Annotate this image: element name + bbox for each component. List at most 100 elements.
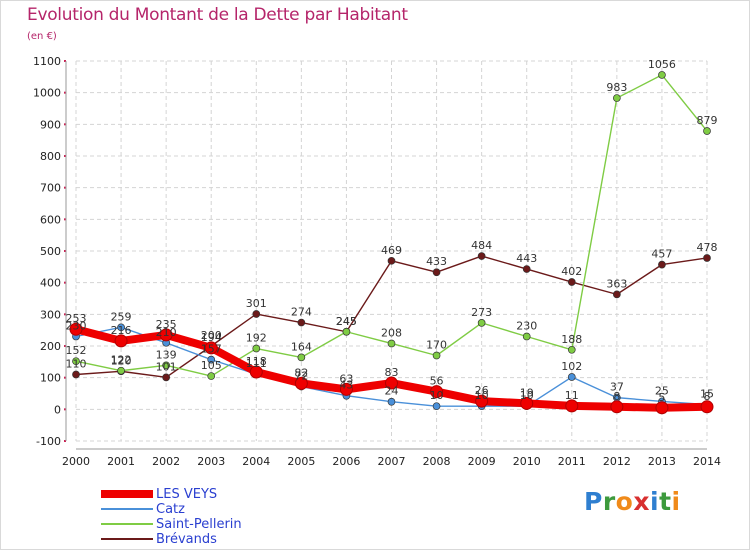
data-label: 164 (291, 340, 312, 353)
data-label: 120 (111, 354, 132, 367)
x-tick-label: 2006 (332, 455, 360, 468)
data-point (159, 328, 173, 342)
data-label: 170 (426, 339, 447, 352)
data-label: 478 (697, 241, 718, 254)
data-label: 157 (201, 343, 222, 356)
data-label: 188 (561, 333, 582, 346)
data-point (703, 254, 711, 262)
data-point (430, 385, 444, 399)
data-point (520, 396, 534, 410)
data-label: 216 (111, 324, 132, 337)
data-label: 301 (246, 297, 267, 310)
x-tick-label: 2007 (378, 455, 406, 468)
line-chart: -100 0 100 200 300 400 500 600 700 800 900 1000 1100… (33, 55, 721, 468)
data-point (522, 265, 531, 273)
data-point (475, 394, 489, 408)
data-point (387, 256, 396, 265)
data-point (117, 366, 125, 375)
y-tick-label: 200 (40, 340, 61, 353)
data-point (69, 322, 83, 336)
x-tick-label: 2012 (603, 455, 631, 468)
x-tick-label: 2000 (62, 455, 90, 468)
y-tick-label: 1100 (33, 55, 61, 68)
data-label: 253 (66, 312, 87, 325)
data-label: 484 (471, 239, 492, 252)
data-label: 101 (156, 360, 177, 373)
data-label: 10 (475, 389, 489, 402)
data-point (703, 127, 711, 135)
y-tick-label: 300 (40, 308, 61, 321)
data-label: 19 (520, 386, 534, 399)
legend-swatch (101, 538, 153, 540)
data-label: 230 (66, 320, 87, 333)
data-point (294, 376, 308, 390)
data-point (567, 345, 576, 354)
x-tick-label: 2002 (152, 455, 180, 468)
data-label: 37 (610, 381, 624, 394)
legend-label: Brévands (156, 532, 217, 547)
data-label: 879 (697, 114, 718, 127)
data-point (567, 373, 576, 381)
x-tick-label: 2013 (648, 455, 676, 468)
data-label: 15 (700, 388, 714, 401)
series-saint-pellerin (72, 71, 711, 380)
data-point (342, 327, 351, 336)
data-label: 111 (246, 357, 267, 370)
data-label: 363 (606, 277, 627, 290)
x-tick-label: 2014 (693, 455, 721, 468)
chart-title: Evolution du Montant de la Dette par Hab… (27, 5, 408, 25)
data-label: 83 (385, 366, 399, 379)
y-tick-label: 700 (40, 182, 61, 195)
data-label: 1056 (648, 58, 676, 71)
logo-letter: i (671, 487, 681, 516)
data-label: 82 (294, 366, 308, 379)
data-point (477, 252, 486, 260)
data-point (613, 290, 621, 299)
data-label: 208 (381, 326, 402, 339)
data-label: 192 (246, 332, 267, 345)
data-label: 10 (520, 389, 534, 402)
data-label: 110 (66, 358, 87, 371)
y-tick-label: -100 (36, 435, 61, 448)
data-point (387, 397, 396, 406)
data-label: 43 (339, 379, 353, 392)
series-les-veys (69, 322, 714, 415)
logo-letter: t (659, 487, 672, 516)
data-label: 433 (426, 255, 447, 268)
data-label: 8 (704, 390, 711, 403)
data-point (72, 357, 80, 366)
data-label: 105 (201, 359, 222, 372)
y-tick-label: 800 (40, 150, 61, 163)
y-tick-label: 400 (40, 277, 61, 290)
data-point (432, 402, 441, 411)
data-label: 10 (430, 389, 444, 402)
data-point (432, 351, 441, 360)
data-label: 5 (658, 391, 665, 404)
x-tick-label: 2003 (197, 455, 225, 468)
logo-letter: i (650, 487, 660, 516)
data-point (297, 318, 306, 327)
data-point (567, 278, 576, 286)
data-point (522, 332, 531, 341)
x-tick-label: 2001 (107, 455, 135, 468)
x-tick-label: 2010 (513, 455, 541, 468)
chart-unit: (en €) (27, 31, 57, 42)
legend-swatch (101, 508, 153, 510)
x-tick-label: 2004 (242, 455, 270, 468)
data-point (477, 319, 486, 327)
legend-swatch (101, 490, 153, 498)
data-label: 259 (111, 310, 132, 323)
data-point (249, 365, 263, 379)
data-label: 72 (294, 370, 308, 383)
data-point (207, 355, 216, 364)
data-label: 8 (613, 390, 620, 403)
data-label: 139 (156, 348, 177, 361)
data-label: 443 (516, 252, 537, 265)
data-point (658, 260, 666, 269)
data-point (339, 382, 353, 396)
logo-letter: o (615, 487, 634, 516)
data-label: 102 (561, 360, 582, 373)
logo-letter: P (584, 487, 603, 516)
data-label: 56 (430, 375, 444, 388)
